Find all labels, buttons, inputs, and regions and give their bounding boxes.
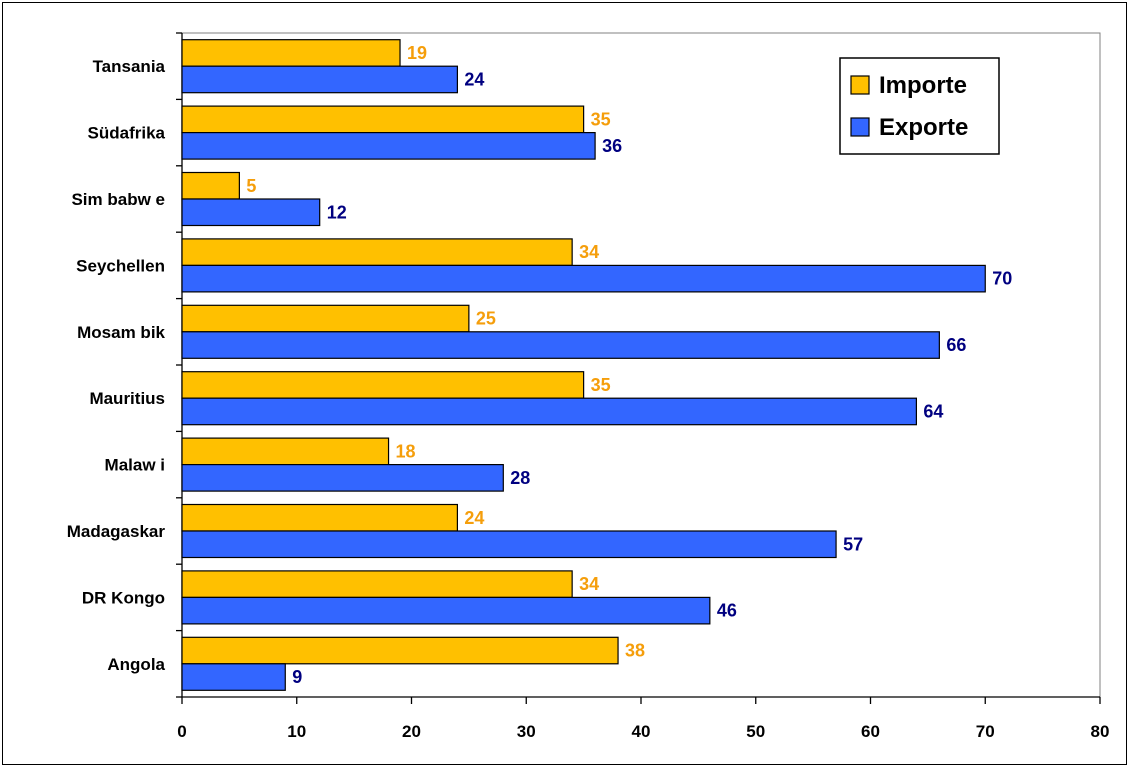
x-tick-label: 0 [177, 722, 186, 741]
value-label-importe: 38 [625, 641, 645, 661]
bar-importe-madagaskar [181, 503, 458, 532]
bar-exporte-simbabwe [181, 198, 321, 227]
category-label: Angola [107, 655, 165, 674]
bar-exporte-mauritius [181, 397, 918, 426]
value-label-exporte: 36 [602, 136, 622, 156]
value-label-exporte: 24 [464, 69, 484, 89]
value-label-exporte: 70 [992, 269, 1012, 289]
bar-importe-simbabwe [181, 171, 240, 200]
bar-exporte-madagaskar [181, 530, 837, 559]
x-tick-label: 20 [402, 722, 421, 741]
x-axis: 0 10 20 30 40 50 60 70 80 [177, 696, 1110, 741]
bar-exporte-malawi [181, 464, 504, 492]
value-label-importe: 18 [396, 441, 416, 461]
bar-exporte-südafrika [181, 132, 596, 160]
bars [181, 39, 986, 691]
x-tick-label: 60 [861, 722, 880, 741]
value-label-importe: 35 [591, 109, 611, 129]
value-label-exporte: 28 [510, 468, 530, 488]
category-label: Mauritius [89, 389, 165, 408]
x-tick-label: 10 [287, 722, 306, 741]
bar-importe-mosambik [181, 304, 470, 333]
value-label-importe: 35 [591, 375, 611, 395]
value-label-importe: 24 [464, 508, 484, 528]
x-tick-label: 30 [517, 722, 536, 741]
legend-label-importe: Importe [879, 72, 967, 99]
value-label-importe: 34 [579, 574, 599, 594]
category-label: Mosam bik [77, 323, 165, 342]
value-label-exporte: 57 [843, 534, 863, 554]
legend-label-exporte: Exporte [879, 114, 968, 141]
bar-exporte-seychellen [181, 264, 986, 293]
category-label: DR Kongo [82, 588, 165, 607]
legend-swatch-importe [850, 75, 870, 95]
bar-importe-mauritius [181, 371, 585, 399]
value-label-importe: 19 [407, 43, 427, 63]
x-tick-label: 40 [632, 722, 651, 741]
x-tick-label: 70 [976, 722, 995, 741]
x-tick-label: 80 [1091, 722, 1110, 741]
bar-exporte-mosambik [181, 331, 940, 359]
value-label-importe: 34 [579, 242, 599, 262]
category-labels: Angola DR Kongo Madagaskar Malaw i Mauritius… [67, 57, 166, 674]
value-label-exporte: 9 [292, 667, 302, 687]
bar-exporte-angola [181, 663, 286, 691]
legend: Importe Exporte [839, 57, 1000, 155]
category-label: Seychellen [76, 256, 165, 275]
legend-box [839, 57, 1000, 155]
bar-importe-südafrika [181, 105, 585, 134]
legend-swatch-exporte [850, 117, 870, 137]
category-label: Madagaskar [67, 522, 166, 541]
value-label-importe: 25 [476, 309, 496, 329]
category-label: Südafrika [88, 124, 166, 143]
value-label-exporte: 66 [946, 335, 966, 355]
category-label: Sim babw e [71, 190, 165, 209]
bar-exporte-dr-kongo [181, 596, 711, 625]
category-label: Tansania [93, 57, 166, 76]
bar-importe-malawi [181, 437, 390, 466]
value-label-exporte: 46 [717, 601, 737, 621]
value-label-exporte: 64 [923, 401, 943, 421]
value-label-importe: 5 [246, 176, 256, 196]
value-label-exporte: 12 [327, 202, 347, 222]
category-label: Malaw i [105, 456, 165, 475]
bar-importe-angola [181, 636, 619, 665]
value-labels: 38 9 34 46 24 57 18 28 35 64 25 66 34 70 5 12 35 36 19 24 [246, 43, 1012, 687]
bar-exporte-tansania [181, 65, 458, 94]
bar-importe-tansania [181, 39, 401, 67]
x-tick-label: 50 [746, 722, 765, 741]
bar-importe-dr-kongo [181, 570, 573, 599]
bar-importe-seychellen [181, 238, 573, 266]
